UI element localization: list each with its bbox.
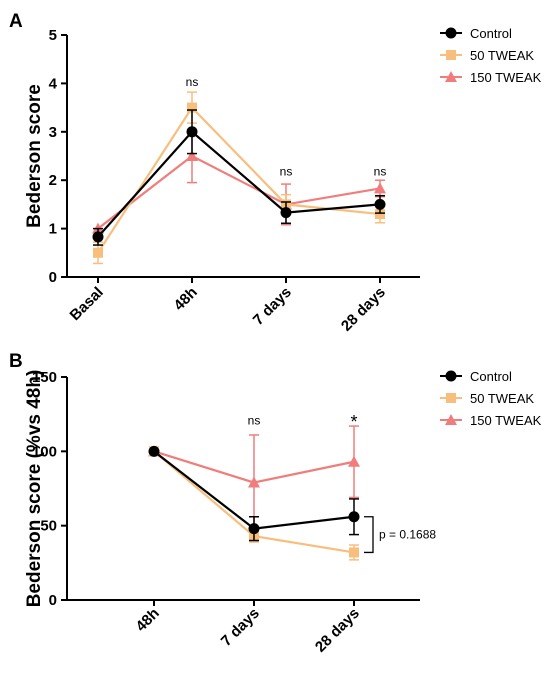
y-tick-label: 2 — [49, 172, 57, 189]
series-control — [148, 445, 360, 542]
significance-label: ns — [374, 164, 387, 178]
x-tick-label: 7 days — [250, 284, 295, 329]
data-point — [375, 209, 385, 220]
p-value-label: p = 0.1688 — [379, 528, 436, 542]
legend-marker — [445, 370, 457, 382]
series-150-tweak — [92, 128, 386, 234]
legend-label: 50 TWEAK — [470, 391, 534, 406]
data-point — [186, 150, 198, 161]
data-point — [280, 207, 292, 219]
y-tick-label: 0 — [49, 269, 57, 286]
y-tick-label: 1 — [49, 221, 57, 238]
legend-label: 150 TWEAK — [470, 413, 542, 428]
data-point — [92, 231, 104, 243]
y-axis-label: Bederson score (%vs 48h) — [24, 370, 45, 608]
series-line — [97, 154, 381, 230]
series-control — [92, 109, 386, 246]
legend-marker — [445, 27, 457, 39]
legend-marker — [445, 414, 457, 425]
x-tick-label: 28 days — [312, 605, 363, 656]
data-point — [248, 523, 260, 535]
y-tick-label: 150 — [32, 369, 57, 386]
data-point — [374, 182, 386, 194]
legend-label: 150 TWEAK — [470, 70, 542, 85]
x-tick-label: 28 days — [338, 284, 389, 335]
data-point — [187, 102, 197, 113]
data-point — [348, 511, 360, 523]
y-tick-label: 0 — [49, 592, 57, 609]
y-tick-label: 4 — [49, 75, 58, 92]
legend-marker — [445, 71, 457, 82]
data-point — [186, 126, 198, 138]
series-line — [97, 130, 381, 238]
legend-label: Control — [470, 26, 512, 41]
data-point — [93, 247, 103, 258]
series-150-tweak — [148, 425, 360, 531]
y-tick-label: 100 — [32, 443, 57, 460]
significance-label: ns — [186, 75, 199, 89]
legend-marker — [446, 50, 456, 60]
x-tick-label: 48h — [133, 605, 163, 635]
y-axis-label: Bederson score — [24, 84, 45, 228]
legend: Control 50 TWEAK 150 TWEAK — [440, 26, 542, 85]
chart-panel-a: A 0 1 2 3 4 5 Bederson score Basal 48h 7 days 28 da… — [9, 11, 542, 335]
y-tick-label: 50 — [40, 518, 57, 535]
data-point — [349, 547, 359, 558]
series-50-tweak — [93, 91, 385, 265]
data-point — [148, 445, 160, 457]
legend: Control 50 TWEAK 150 TWEAK — [440, 369, 542, 428]
y-tick-label: 3 — [49, 124, 57, 141]
significance-label: ns — [248, 414, 261, 428]
data-point — [348, 455, 360, 467]
panel-letter: A — [9, 11, 23, 32]
comparison-bracket — [364, 516, 374, 554]
legend-label: Control — [470, 369, 512, 384]
data-point — [248, 476, 260, 488]
data-point — [374, 198, 386, 210]
y-tick-label: 5 — [49, 27, 57, 44]
legend-marker — [446, 393, 456, 403]
significance-label: ns — [280, 164, 293, 178]
panel-letter: B — [9, 351, 23, 372]
x-tick-label: 48h — [171, 284, 201, 314]
x-tick-label: Basal — [67, 284, 107, 324]
legend-label: 50 TWEAK — [470, 48, 534, 63]
x-tick-label: 7 days — [218, 605, 263, 650]
significance-label: * — [350, 412, 357, 432]
